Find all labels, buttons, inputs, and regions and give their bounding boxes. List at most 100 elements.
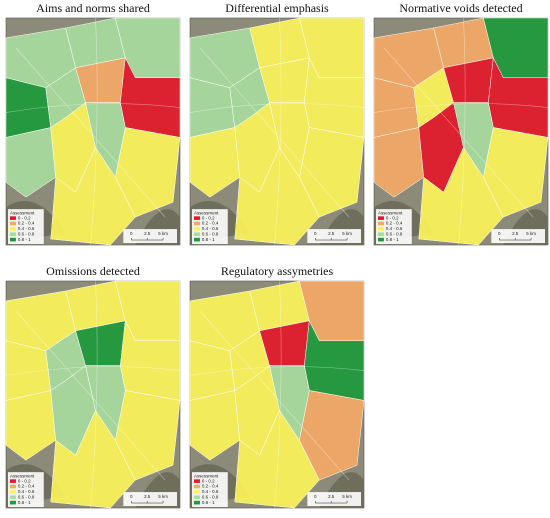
legend-swatch [193, 479, 200, 483]
legend-label: 0 - 0.2 [18, 478, 31, 483]
legend-swatch [377, 237, 384, 242]
scale-background [123, 229, 178, 244]
map-title: Differential emphasis [225, 1, 329, 15]
legend-label: 0.6 - 0.8 [202, 231, 219, 236]
legend-title: Assessment [10, 473, 35, 478]
legend-label: 0.8 - 1 [18, 500, 31, 505]
terrain [374, 201, 548, 245]
legend-label: 0 - 0.2 [202, 215, 215, 220]
road [189, 17, 365, 246]
district [234, 146, 320, 246]
scale-background [307, 229, 362, 244]
scale-line [131, 501, 164, 504]
legend-label: 0.4 - 0.6 [202, 489, 219, 494]
district [189, 127, 240, 198]
scale-label: 5 km [342, 494, 352, 499]
map-title: Omissions detected [46, 264, 140, 278]
legend-label: 0.6 - 0.8 [18, 494, 35, 499]
scale-label: 0 [130, 494, 133, 499]
road [189, 280, 365, 509]
legend-label: 0.2 - 0.4 [386, 221, 403, 226]
district [483, 127, 549, 218]
map-title: Regulatory assymetries [221, 264, 334, 278]
district [373, 127, 424, 198]
legend-label: 0.2 - 0.4 [18, 484, 35, 489]
legend-swatch [9, 479, 16, 483]
district [115, 127, 181, 218]
legend-label: 0.4 - 0.6 [18, 489, 35, 494]
scale-label: 2.5 [144, 494, 151, 499]
district [299, 127, 365, 218]
legend-label: 0.2 - 0.4 [18, 221, 35, 226]
terrain [190, 201, 364, 245]
legend-swatch [193, 237, 200, 242]
scale-line [315, 238, 348, 241]
legend-swatch [193, 495, 200, 500]
scale-background [491, 229, 546, 244]
scale-label: 5 km [342, 231, 352, 236]
scale-label: 2.5 [512, 231, 519, 236]
legend-label: 0.8 - 1 [202, 500, 215, 505]
district [5, 390, 56, 461]
legend-swatch [9, 237, 16, 242]
map-title: Aims and norms shared [36, 1, 150, 15]
scale-background [307, 492, 362, 507]
scale-bar: 0 2.5 5 km [491, 229, 546, 244]
legend-title: Assessment [10, 210, 35, 215]
legend-swatch [377, 216, 384, 220]
legend-swatch [9, 495, 16, 500]
scale-line [499, 238, 532, 241]
scale-bar: 0 2.5 5 km [123, 229, 178, 244]
legend-swatch [9, 490, 16, 494]
legend-swatch [193, 232, 200, 237]
legend-label: 0.2 - 0.4 [202, 484, 219, 489]
legend-title: Assessment [194, 473, 219, 478]
scale-label: 0 [314, 231, 317, 236]
district [299, 390, 365, 481]
district [50, 409, 136, 509]
legend-label: 0.2 - 0.4 [202, 221, 219, 226]
legend-swatch [193, 490, 200, 494]
legend-swatch [377, 232, 384, 237]
legend-swatch [9, 216, 16, 220]
scale-line [131, 238, 164, 241]
legend-title: Assessment [194, 210, 219, 215]
scale-label: 0 [498, 231, 501, 236]
legend-label: 0.8 - 1 [202, 237, 215, 242]
scale-label: 2.5 [328, 231, 335, 236]
scale-bar: 0 2.5 5 km [307, 492, 362, 507]
legend-label: 0 - 0.2 [386, 215, 399, 220]
terrain [190, 464, 364, 508]
district [234, 409, 320, 509]
legend-swatch [193, 500, 200, 505]
district [115, 390, 181, 481]
legend-label: 0.4 - 0.6 [202, 226, 219, 231]
scale-label: 0 [314, 494, 317, 499]
legend-label: 0 - 0.2 [202, 478, 215, 483]
road [373, 17, 549, 246]
scale-bar: 0 2.5 5 km [123, 492, 178, 507]
legend-swatch [193, 216, 200, 220]
road [5, 280, 181, 509]
legend-swatch [9, 227, 16, 231]
scale-label: 0 [130, 231, 133, 236]
legend-label: 0.4 - 0.6 [386, 226, 403, 231]
district [50, 146, 136, 246]
district [5, 127, 56, 198]
legend-swatch [377, 227, 384, 231]
legend-label: 0.8 - 1 [18, 237, 31, 242]
legend-swatch [9, 484, 16, 489]
scale-label: 5 km [158, 231, 168, 236]
scale-label: 2.5 [144, 231, 151, 236]
legend-swatch [9, 221, 16, 226]
legend-label: 0 - 0.2 [18, 215, 31, 220]
road [5, 17, 181, 246]
